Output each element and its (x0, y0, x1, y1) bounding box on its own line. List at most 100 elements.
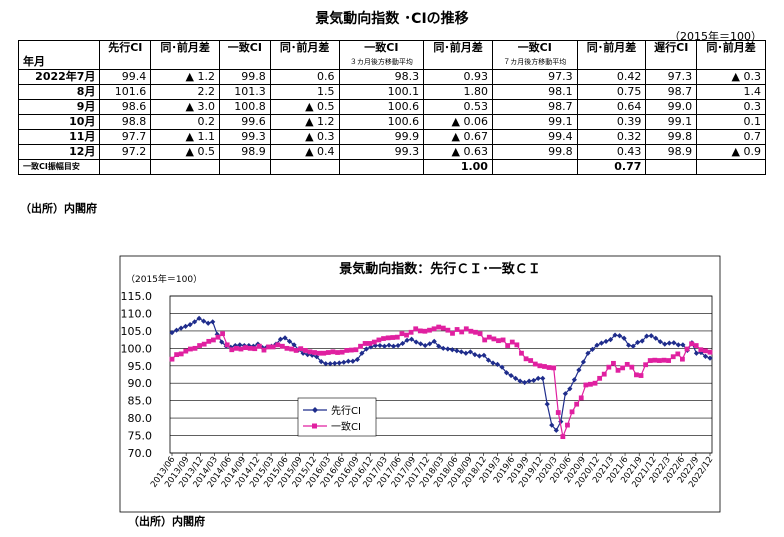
coincident-ci-point (505, 343, 511, 348)
coincident-ci-point (661, 357, 667, 363)
coincident-ci-point (220, 331, 225, 337)
leading-ci-point (544, 401, 550, 407)
coincident-ci-point (422, 328, 428, 334)
coincident-ci-point (652, 357, 658, 363)
coincident-ci-point (238, 346, 244, 352)
header-cell: 一致CI (338, 40, 425, 55)
series-line (171, 317, 711, 432)
leading-ci-point (653, 335, 659, 341)
coincident-ci-point (169, 356, 175, 362)
header-cell: 一致CI (491, 40, 578, 55)
leading-ci-point (359, 350, 365, 356)
coincident-ci-point (399, 331, 405, 337)
leading-ci-point (589, 346, 596, 352)
footer-cell: 1.00 (423, 159, 493, 175)
coincident-ci-point (551, 365, 557, 371)
coincident-ci-point (367, 341, 373, 346)
coincident-ci-point (509, 339, 515, 345)
footer-cell (696, 159, 766, 175)
value-cell: ▲ 1.2 (150, 69, 220, 85)
coincident-ci-point (601, 371, 607, 377)
header-cell: 同･前月差 (696, 40, 766, 55)
leading-ci-point (485, 357, 492, 363)
coincident-ci-point (675, 351, 681, 357)
coincident-ci-point (560, 434, 566, 440)
chart-source: （出所）内閣府 (128, 515, 205, 528)
leading-ci-point (671, 340, 677, 346)
leading-ci-point (666, 340, 672, 346)
leading-ci-point (345, 358, 351, 364)
leading-ci-point (409, 336, 415, 342)
value-cell: 99.0 (645, 99, 698, 115)
coincident-ci-point (486, 334, 492, 340)
leading-ci-point (327, 361, 333, 367)
table-footer-row: 一致CI振幅目安 1.00 0.77 (17, 159, 766, 175)
leading-ci-point (323, 361, 329, 367)
table-header-row: 先行CI 同･前月差 一致CI 同･前月差 一致CI 同･前月差 一致CI 同･… (17, 40, 766, 55)
footer-cell (150, 159, 220, 175)
coincident-ci-point (427, 327, 432, 333)
coincident-ci-point (445, 327, 451, 333)
table-source: （出所）内閣府 (20, 202, 97, 215)
coincident-ci-point (353, 347, 359, 353)
coincident-ci-point (450, 330, 455, 336)
coincident-ci-point (597, 375, 603, 381)
y-tick-label: 75.0 (128, 430, 153, 443)
header-cell: 同･前月差 (269, 40, 340, 55)
coincident-ci-point (224, 342, 230, 348)
leading-ci-point (481, 352, 487, 358)
leading-ci-point (531, 377, 537, 384)
coincident-ci-point (229, 347, 235, 353)
leading-ci-point (219, 339, 225, 345)
coincident-ci-point (270, 344, 276, 350)
leading-ci-point (381, 343, 388, 349)
leading-ci-point (626, 342, 632, 348)
coincident-ci-point (477, 331, 483, 337)
coincident-ci-point (555, 410, 561, 415)
value-cell: 0.93 (423, 69, 493, 85)
coincident-ci-point (339, 349, 345, 355)
leading-ci-point (237, 342, 243, 348)
leading-ci-point (182, 323, 189, 329)
leading-ci-point (395, 342, 401, 349)
coincident-ci-point (344, 348, 350, 353)
value-cell: ▲ 0.67 (423, 129, 493, 145)
coincident-ci-point (615, 367, 621, 373)
leading-ci-point (214, 331, 220, 337)
value-cell: 99.8 (218, 69, 271, 85)
leading-ci-point (512, 375, 519, 381)
leading-ci-point (449, 347, 455, 353)
coincident-ci-point (284, 345, 290, 351)
value-cell: 99.8 (491, 144, 578, 160)
leading-ci-point (277, 336, 284, 342)
coincident-ci-point (279, 343, 285, 349)
ci-table: 先行CI 同･前月差 一致CI 同･前月差 一致CI 同･前月差 一致CI 同･… (17, 40, 766, 175)
coincident-ci-point (606, 364, 612, 370)
header-cell (17, 40, 101, 55)
coincident-ci-point (266, 344, 271, 350)
leading-ci-point (598, 340, 605, 346)
leading-ci-point (503, 370, 510, 376)
coincident-ci-point (698, 347, 704, 353)
leading-ci-point (540, 375, 546, 381)
coincident-ci-point (638, 373, 644, 378)
coincident-ci-point (569, 409, 575, 415)
leading-ci-point (594, 342, 600, 348)
leading-ci-point (332, 360, 338, 366)
coincident-ci-point (588, 381, 593, 387)
leading-ci-point (173, 327, 180, 333)
leading-ci-point (436, 343, 442, 349)
y-tick-label: 95.0 (128, 360, 153, 373)
leading-ci-point (201, 318, 207, 324)
leading-ci-point (458, 349, 464, 355)
leading-ci-point (553, 427, 559, 433)
leading-ci-point (440, 345, 446, 351)
coincident-ci-point (473, 329, 478, 335)
y-tick-label: 115.0 (121, 290, 153, 303)
leading-ci-point (693, 350, 700, 356)
coincident-ci-point (417, 328, 423, 334)
value-cell: ▲ 1.2 (269, 114, 340, 130)
coincident-ci-point (325, 350, 331, 355)
chart-title: 景気動向指数：先行ＣＩ･一致ＣＩ (339, 261, 541, 277)
coincident-ci-point (624, 361, 630, 367)
